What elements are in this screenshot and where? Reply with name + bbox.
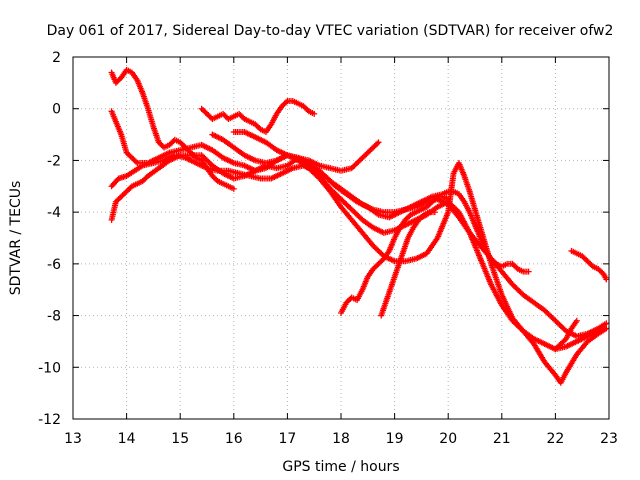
x-tick-label: 18	[332, 431, 350, 447]
data-point-marker	[375, 139, 382, 146]
x-tick-label: 21	[493, 431, 511, 447]
series-track-5	[198, 97, 318, 135]
data-point-marker	[599, 269, 606, 276]
x-tick-label: 20	[439, 431, 457, 447]
y-tick-label: -12	[38, 412, 61, 428]
y-tick-label: 0	[52, 102, 61, 118]
y-tick-label: -10	[38, 360, 61, 376]
y-axis-label: SDTVAR / TECUs	[8, 181, 24, 296]
data-point-marker	[406, 213, 413, 220]
chart-title: Day 061 of 2017, Sidereal Day-to-day VTE…	[47, 23, 614, 39]
data-point-marker	[132, 158, 139, 165]
data-point-marker	[433, 194, 440, 201]
x-tick-label: 14	[118, 431, 136, 447]
series-track-1	[108, 66, 237, 192]
series-track-10	[568, 247, 610, 283]
y-tick-labels: 2 0 -2 -4 -6 -8 -10 -12	[38, 50, 61, 428]
data-point-marker	[304, 107, 311, 114]
data-point-marker	[603, 320, 610, 327]
data-point-marker	[419, 213, 426, 220]
grid-lines	[73, 57, 609, 419]
data-point-marker	[573, 317, 580, 324]
data-point-marker	[283, 99, 290, 106]
y-tick-label: -4	[47, 205, 61, 221]
series-track-9	[378, 209, 438, 319]
data-point-marker	[561, 337, 568, 344]
data-points	[108, 66, 610, 386]
series-track-4	[108, 108, 610, 340]
data-point-marker	[603, 325, 610, 332]
x-tick-label: 17	[278, 431, 296, 447]
data-point-marker	[230, 185, 237, 192]
data-point-marker	[374, 140, 381, 147]
data-point-marker	[256, 125, 263, 132]
series-track-7	[230, 128, 610, 386]
x-axis-label: GPS time / hours	[282, 459, 399, 475]
data-point-marker	[127, 184, 134, 191]
y-tick-label: -6	[47, 257, 61, 273]
data-point-marker	[311, 110, 318, 117]
x-tick-label: 16	[225, 431, 243, 447]
x-tick-label: 22	[546, 431, 564, 447]
axis-ticks	[72, 56, 610, 420]
data-point-marker	[588, 262, 595, 269]
y-tick-label: -2	[47, 153, 61, 169]
data-point-marker	[525, 268, 532, 275]
series-track-8	[338, 193, 452, 316]
data-point-marker	[431, 209, 438, 216]
data-point-marker	[603, 276, 610, 283]
data-point-marker	[213, 176, 220, 183]
x-tick-label: 19	[386, 431, 404, 447]
data-point-marker	[445, 196, 452, 203]
x-tick-label: 15	[171, 431, 189, 447]
x-tick-labels: 13 14 15 16 17 18 19 20 21 22 23	[64, 431, 618, 447]
x-tick-label: 13	[64, 431, 82, 447]
series-track-11	[552, 317, 580, 353]
y-tick-label: -8	[47, 309, 61, 325]
data-point-marker	[513, 264, 520, 271]
x-tick-label: 23	[600, 431, 618, 447]
y-tick-label: 2	[52, 50, 61, 66]
data-point-marker	[240, 114, 247, 121]
